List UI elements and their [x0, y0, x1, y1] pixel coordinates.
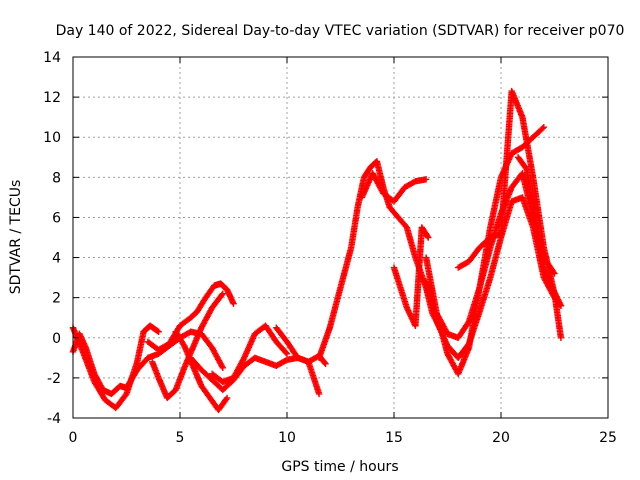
data-point: [522, 164, 529, 172]
data-point: [315, 390, 323, 398]
x-tick-label: 25: [599, 430, 617, 446]
series-arc-1: [69, 322, 162, 412]
data-point: [230, 300, 237, 307]
x-tick-label: 20: [492, 430, 510, 446]
axis-ticks: 0 5 10 15 20 25 -4 -2 0 2 4 6 8 10 12 14: [43, 50, 617, 446]
data-point: [219, 290, 226, 297]
plot-frame: [72, 56, 609, 419]
data-point: [540, 123, 547, 131]
x-axis-label: GPS time / hours: [281, 459, 398, 475]
data-point: [557, 302, 565, 309]
y-tick-label: 8: [52, 170, 61, 186]
series-arc-2: [69, 330, 130, 398]
y-tick-label: 6: [52, 210, 61, 226]
data-point: [425, 234, 432, 241]
data-point: [218, 291, 226, 299]
y-tick-label: 4: [52, 251, 61, 267]
data-point: [322, 360, 329, 368]
data-point: [283, 350, 291, 358]
data-point: [539, 125, 546, 132]
series-arc-5: [144, 280, 237, 354]
data-point: [154, 327, 161, 335]
data-point: [464, 319, 472, 327]
x-tick-label: 15: [385, 430, 403, 446]
y-tick-label: -4: [47, 411, 61, 427]
data-point: [155, 328, 162, 335]
x-tick-label: 10: [278, 430, 296, 446]
series-arc-17: [514, 154, 565, 309]
series-arc-12: [390, 224, 432, 329]
data-point: [422, 176, 430, 183]
y-tick-label: -2: [47, 371, 61, 387]
data-point: [222, 396, 230, 403]
data-point: [240, 356, 247, 363]
series-arc-8: [208, 322, 291, 386]
y-tick-label: 2: [52, 291, 61, 307]
x-tick-label: 5: [176, 430, 185, 446]
data-point: [282, 349, 290, 356]
y-tick-label: 10: [43, 130, 61, 146]
series-arc-11: [358, 170, 430, 205]
y-tick-label: 14: [43, 50, 61, 66]
data-point: [557, 334, 565, 341]
data-point: [223, 394, 231, 402]
data-point: [424, 233, 431, 240]
y-tick-label: 0: [52, 331, 61, 347]
chart-title: Day 140 of 2022, Sidereal Day-to-day VTE…: [56, 23, 625, 39]
x-tick-label: 0: [69, 430, 78, 446]
data-point: [218, 363, 226, 370]
data-point: [219, 364, 226, 372]
data-point: [321, 359, 328, 367]
y-tick-label: 12: [43, 90, 61, 106]
y-axis-label: SDTVAR / TECUs: [8, 180, 24, 295]
data-points: [69, 87, 565, 414]
